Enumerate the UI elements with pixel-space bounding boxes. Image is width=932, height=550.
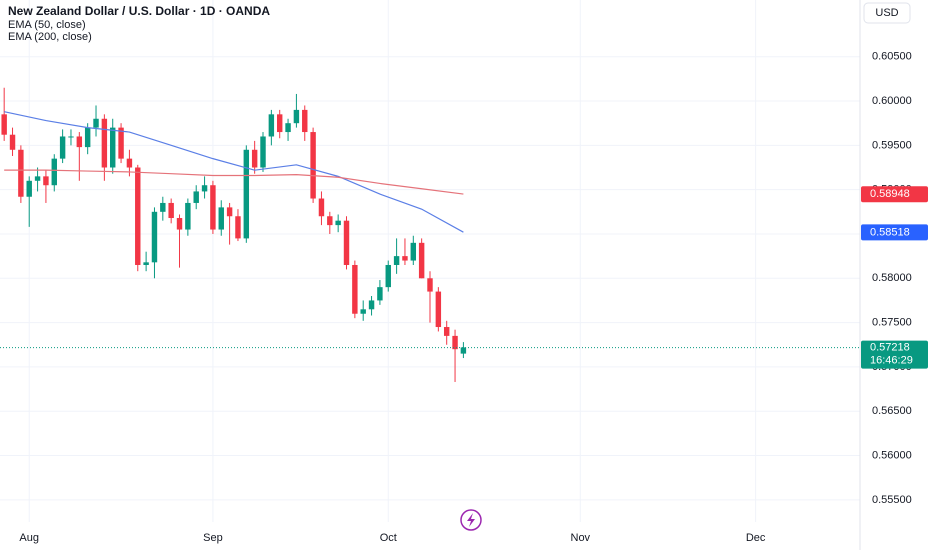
candle-body (285, 123, 291, 133)
candle-body (460, 347, 467, 354)
candle-body (84, 127, 91, 148)
candle-body (260, 136, 266, 168)
candle-body (34, 176, 41, 181)
candle-body (385, 264, 391, 288)
candle-body (68, 136, 74, 138)
candle-body (393, 256, 400, 265)
y-tick-label: 0.56500 (872, 405, 912, 417)
candle-body (427, 278, 433, 292)
candle-body (193, 191, 199, 203)
candle-body (151, 211, 158, 263)
ema-line (4, 169, 464, 195)
ema-badge (861, 224, 928, 241)
candle-body (443, 327, 450, 336)
candle-body (185, 202, 191, 230)
currency-label: USD (875, 7, 898, 19)
candle-body (276, 114, 283, 133)
candle-body (135, 167, 141, 265)
candle-body (76, 136, 83, 148)
candle-body (302, 109, 308, 133)
legend-entry: EMA (50, close) (8, 19, 86, 31)
y-tick-label: 0.58000 (872, 272, 912, 284)
y-tick-label: 0.59500 (872, 139, 912, 151)
candle-body (368, 300, 375, 310)
last-price-label: 0.57218 (870, 341, 910, 353)
candle-body (43, 176, 49, 186)
candle-body (343, 220, 350, 265)
plot (0, 87, 860, 382)
candle-body (201, 185, 208, 192)
x-tick-label: Nov (571, 532, 591, 544)
candle-body (335, 220, 341, 226)
candle-body (126, 158, 133, 168)
legend-entry: EMA (200, close) (8, 31, 92, 43)
candle-body (168, 202, 174, 219)
candle-body (26, 180, 32, 197)
candle-body (418, 242, 425, 279)
candle-body (410, 242, 417, 261)
candle-body (101, 118, 108, 168)
candle-body (327, 216, 333, 226)
y-tick-label: 0.56000 (872, 449, 912, 461)
chart-title: New Zealand Dollar / U.S. Dollar · 1D · … (8, 4, 270, 18)
ema-badge-label: 0.58948 (870, 188, 910, 200)
y-tick-label: 0.60000 (872, 95, 912, 107)
candle-body (352, 264, 358, 314)
candle-body (360, 309, 366, 314)
candle-body (18, 149, 24, 197)
y-tick-label: 0.57500 (872, 317, 912, 329)
candle-body (318, 198, 325, 217)
x-tick-label: Dec (746, 532, 766, 544)
ema-line (4, 111, 464, 233)
legend: EMA (50, close)EMA (200, close) (8, 19, 92, 43)
candle-body (93, 118, 99, 128)
candle-body (110, 127, 116, 168)
last-price-badge (861, 340, 928, 369)
candle-body (118, 127, 124, 159)
candle-body (435, 291, 442, 328)
lightning-icon (467, 513, 475, 527)
candle-body (176, 218, 183, 230)
ema-badge-label: 0.58518 (870, 226, 910, 238)
candle-body (293, 109, 300, 124)
countdown-label: 16:46:29 (870, 354, 913, 366)
y-tick-label: 0.55500 (872, 494, 912, 506)
x-tick-label: Oct (380, 532, 397, 544)
candle-body (251, 149, 258, 168)
candle-body (452, 335, 458, 350)
currency-button[interactable] (863, 2, 911, 24)
y-tick-label: 0.60500 (872, 51, 912, 63)
candle-body (377, 287, 383, 301)
candle-body (59, 136, 66, 159)
candle-body (402, 256, 408, 261)
candle-body (160, 202, 166, 212)
candle-body (235, 216, 241, 239)
candle-body (210, 185, 216, 230)
candle-body (218, 207, 224, 230)
candle-body (51, 158, 57, 186)
x-tick-label: Aug (19, 532, 39, 544)
x-tick-label: Sep (203, 532, 223, 544)
candle-body (1, 114, 7, 135)
candle-body (143, 262, 149, 265)
ema-badge (861, 186, 928, 203)
candle-body (310, 132, 316, 199)
candle-body (243, 149, 250, 239)
candle-body (226, 207, 233, 217)
candle-body (9, 134, 16, 150)
candle-body (268, 114, 275, 137)
